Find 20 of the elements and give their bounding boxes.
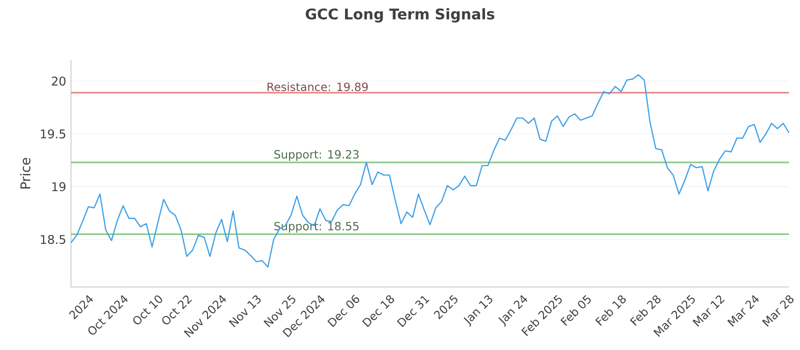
ref-line-label: Resistance: 19.89 <box>268 82 368 92</box>
x-tick-label: Jan 24 <box>498 295 528 327</box>
y-tick-label: 20 <box>52 76 66 86</box>
y-tick-label: 18.5 <box>40 234 66 244</box>
x-tick-label: Mar 28 <box>762 295 794 327</box>
x-tick-label: Dec 31 <box>396 296 430 328</box>
y-axis-title: Price <box>20 158 30 188</box>
x-tick-label: Oct 22 <box>162 296 192 324</box>
ref-line-label: Support: 19.23 <box>274 150 359 161</box>
x-tick-label: Dec 18 <box>362 295 394 328</box>
line-series <box>70 74 790 268</box>
x-tick-label: Jan 13 <box>464 295 492 327</box>
x-tick-label: Mar 24 <box>727 295 759 327</box>
y-tick-label: 19 <box>52 182 66 192</box>
chart-title: GCC Long Term Signals <box>306 8 494 22</box>
x-tick-label: Dec 06 <box>327 294 360 328</box>
x-tick-label: Oct 10 <box>133 295 162 324</box>
x-tick-label: Feb 18 <box>595 295 626 326</box>
x-tick-label: Feb 28 <box>630 295 661 326</box>
y-tick-label: 19.5 <box>40 129 66 138</box>
